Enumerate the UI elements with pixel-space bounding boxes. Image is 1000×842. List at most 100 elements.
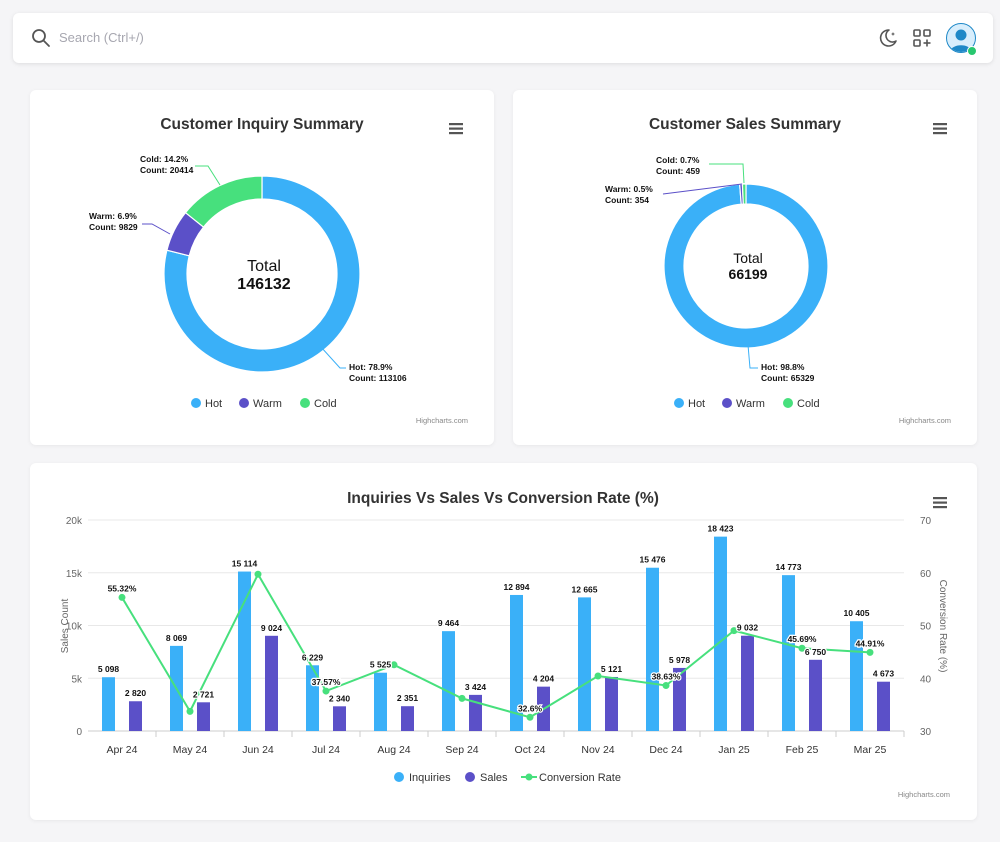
bar-sales-jan-25[interactable] bbox=[741, 635, 754, 731]
bar-sales-nov-24[interactable] bbox=[605, 676, 618, 731]
highcharts-credit[interactable]: Highcharts.com bbox=[416, 416, 468, 425]
bar-sales-apr-24[interactable] bbox=[129, 701, 142, 731]
hot-data-label: Hot: 78.9% bbox=[349, 362, 393, 372]
bar-sales-aug-24[interactable] bbox=[401, 706, 414, 731]
conversion-rate-label: 37.57% bbox=[312, 677, 341, 687]
bar-data-label: 14 773 bbox=[776, 562, 802, 572]
apps-add-icon[interactable] bbox=[911, 27, 933, 49]
conversion-rate-label: 32.6% bbox=[518, 703, 543, 713]
y-axis-title: Sales Count bbox=[60, 599, 71, 654]
cold-data-label-count: Count: 20414 bbox=[140, 165, 194, 175]
search-input[interactable]: Search (Ctrl+/) bbox=[59, 30, 144, 45]
bar-inquiries-nov-24[interactable] bbox=[578, 597, 591, 731]
cold-connector bbox=[195, 165, 221, 186]
sales-summary-card: Customer Sales Summary Total 66199 Hot: … bbox=[513, 90, 977, 445]
inquiries-sales-conversion-chart: Inquiries Vs Sales Vs Conversion Rate (%… bbox=[60, 490, 950, 799]
conversion-rate-point[interactable] bbox=[798, 644, 806, 652]
highcharts-credit[interactable]: Highcharts.com bbox=[898, 790, 950, 799]
legend-item-hot[interactable]: Hot bbox=[674, 398, 705, 410]
chart-title: Customer Sales Summary bbox=[649, 116, 841, 133]
bar-inquiries-feb-25[interactable] bbox=[782, 575, 795, 731]
y-tick-label: 20k bbox=[66, 516, 83, 527]
x-tick-label: Nov 24 bbox=[581, 744, 614, 756]
bar-sales-jul-24[interactable] bbox=[333, 706, 346, 731]
legend-marker-warm bbox=[722, 398, 732, 408]
y2-tick-label: 50 bbox=[920, 622, 932, 633]
chart-title: Inquiries Vs Sales Vs Conversion Rate (%… bbox=[347, 490, 659, 507]
conversion-rate-point[interactable] bbox=[526, 713, 534, 721]
donut-slice-hot[interactable] bbox=[663, 183, 829, 349]
legend-item-hot[interactable]: Hot bbox=[191, 398, 222, 410]
chart-menu-icon[interactable] bbox=[933, 497, 947, 509]
bar-inquiries-jun-24[interactable] bbox=[238, 571, 251, 731]
bar-data-label: 6 229 bbox=[302, 652, 324, 662]
moon-icon[interactable] bbox=[877, 27, 899, 49]
conversion-rate-label: 45.69% bbox=[788, 634, 817, 644]
bar-data-label: 2 351 bbox=[397, 693, 419, 703]
conversion-rate-point[interactable] bbox=[118, 593, 126, 601]
bar-inquiries-apr-24[interactable] bbox=[102, 677, 115, 731]
legend-item-warm[interactable]: Warm bbox=[722, 398, 765, 410]
cold-data-label: Cold: 14.2% bbox=[140, 154, 189, 164]
conversion-rate-line bbox=[121, 572, 871, 719]
bar-sales-mar-25[interactable] bbox=[877, 681, 890, 731]
conversion-rate-point[interactable] bbox=[322, 687, 330, 695]
donut-slice-cold[interactable] bbox=[741, 183, 747, 205]
legend-label-inquiries: Inquiries bbox=[409, 772, 451, 784]
sales-summary-chart: Customer Sales Summary Total 66199 Hot: … bbox=[605, 116, 951, 425]
y-tick-label: 15k bbox=[66, 569, 83, 580]
inquiry-summary-chart: Customer Inquiry Summary Total 146132 Ho… bbox=[89, 116, 468, 425]
hot-data-label-count: Count: 113106 bbox=[349, 373, 407, 383]
x-tick-label: Jan 25 bbox=[718, 744, 750, 756]
bar-sales-dec-24[interactable] bbox=[673, 667, 686, 731]
conversion-rate-point[interactable] bbox=[594, 672, 602, 680]
conversion-rate-point[interactable] bbox=[866, 648, 874, 656]
x-tick-label: Sep 24 bbox=[445, 744, 478, 756]
bar-inquiries-mar-25[interactable] bbox=[850, 621, 863, 731]
conversion-rate-point[interactable] bbox=[730, 627, 738, 635]
bar-data-label: 9 464 bbox=[438, 618, 460, 628]
bar-sales-may-24[interactable] bbox=[197, 702, 210, 731]
search-icon[interactable] bbox=[31, 28, 51, 48]
legend-item-conversion-rate[interactable]: Conversion Rate bbox=[521, 772, 621, 784]
conversion-rate-point[interactable] bbox=[458, 694, 466, 702]
conversion-rate-point[interactable] bbox=[662, 681, 670, 689]
legend-item-sales[interactable]: Sales bbox=[465, 772, 508, 784]
inquiries-sales-conversion-card: Inquiries Vs Sales Vs Conversion Rate (%… bbox=[30, 463, 977, 820]
bar-inquiries-oct-24[interactable] bbox=[510, 594, 523, 731]
x-tick-label: Feb 25 bbox=[786, 744, 819, 756]
bar-data-label: 4 204 bbox=[533, 674, 555, 684]
legend-item-cold[interactable]: Cold bbox=[783, 398, 820, 410]
bar-sales-jun-24[interactable] bbox=[265, 635, 278, 731]
conversion-rate-point[interactable] bbox=[186, 707, 194, 715]
chart-menu-icon[interactable] bbox=[933, 123, 947, 135]
legend-marker-warm bbox=[239, 398, 249, 408]
legend-item-inquiries[interactable]: Inquiries bbox=[394, 772, 451, 784]
legend-label-sales: Sales bbox=[480, 772, 508, 784]
legend-marker-cold bbox=[783, 398, 793, 408]
y2-tick-label: 30 bbox=[920, 727, 932, 738]
donut-slice-cold[interactable] bbox=[184, 175, 263, 228]
legend-label-warm: Warm bbox=[736, 398, 765, 410]
bar-sales-feb-25[interactable] bbox=[809, 659, 822, 731]
highcharts-credit[interactable]: Highcharts.com bbox=[899, 416, 951, 425]
bar-inquiries-aug-24[interactable] bbox=[374, 672, 387, 731]
y-tick-label: 5k bbox=[71, 674, 83, 685]
bar-data-label: 8 069 bbox=[166, 633, 188, 643]
cold-data-label-count: Count: 459 bbox=[656, 166, 700, 176]
bar-inquiries-jul-24[interactable] bbox=[306, 665, 319, 731]
bar-data-label: 10 405 bbox=[844, 608, 870, 618]
conversion-rate-label: 44.91% bbox=[856, 638, 885, 648]
donut-slice-hot[interactable] bbox=[163, 175, 361, 373]
warm-data-label: Warm: 6.9% bbox=[89, 211, 137, 221]
legend-item-cold[interactable]: Cold bbox=[300, 398, 337, 410]
chart-menu-icon[interactable] bbox=[449, 123, 463, 135]
bar-inquiries-sep-24[interactable] bbox=[442, 631, 455, 731]
conversion-rate-point[interactable] bbox=[254, 570, 262, 578]
bar-inquiries-jan-25[interactable] bbox=[714, 536, 727, 731]
conversion-rate-point[interactable] bbox=[390, 661, 398, 669]
legend-item-warm[interactable]: Warm bbox=[239, 398, 282, 410]
bar-inquiries-dec-24[interactable] bbox=[646, 567, 659, 731]
legend-marker-cold bbox=[300, 398, 310, 408]
legend-label-hot: Hot bbox=[688, 398, 705, 410]
